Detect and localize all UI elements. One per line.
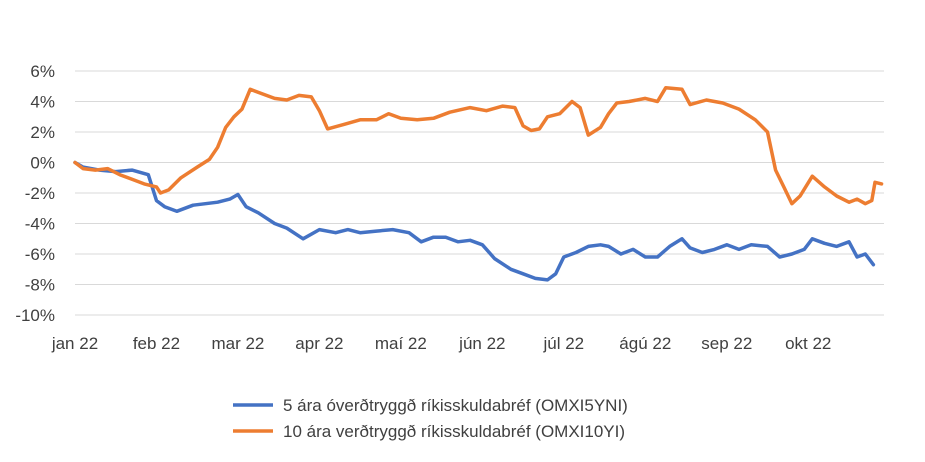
x-tick-label: jan 22 [51,334,98,353]
y-tick-label: 0% [30,154,55,173]
x-tick-label: okt 22 [785,334,831,353]
series-line-2 [73,86,884,206]
y-tick-label: -8% [25,276,55,295]
x-tick-label: júl 22 [543,334,585,353]
x-tick-label: mar 22 [211,334,264,353]
x-axis-tick-labels: jan 22 feb 22 mar 22 apr 22 maí 22 jún 22 júl … [51,334,832,353]
x-tick-label: jún 22 [458,334,505,353]
x-tick-label: ágú 22 [619,334,671,353]
series-line-1 [73,160,876,282]
y-tick-label: -2% [25,184,55,203]
legend: 5 ára óverðtryggð ríkisskuldabréf (OMXI5… [233,396,628,441]
x-tick-label: sep 22 [701,334,752,353]
legend-label-2: 10 ára verðtryggð ríkisskuldabréf (OMXI1… [283,422,625,441]
series-lines [73,86,884,282]
y-tick-label: -4% [25,215,55,234]
y-tick-label: -10% [15,306,55,325]
x-tick-label: apr 22 [295,334,343,353]
y-tick-label: 4% [30,93,55,112]
y-tick-label: 2% [30,123,55,142]
x-tick-label: maí 22 [375,334,427,353]
legend-label-1: 5 ára óverðtryggð ríkisskuldabréf (OMXI5… [283,396,628,415]
grid-lines [75,70,884,316]
x-tick-label: feb 22 [133,334,180,353]
y-axis-tick-labels: 6% 4% 2% 0% -2% -4% -6% -8% -10% [15,62,55,325]
y-tick-label: 6% [30,62,55,81]
y-tick-label: -6% [25,245,55,264]
